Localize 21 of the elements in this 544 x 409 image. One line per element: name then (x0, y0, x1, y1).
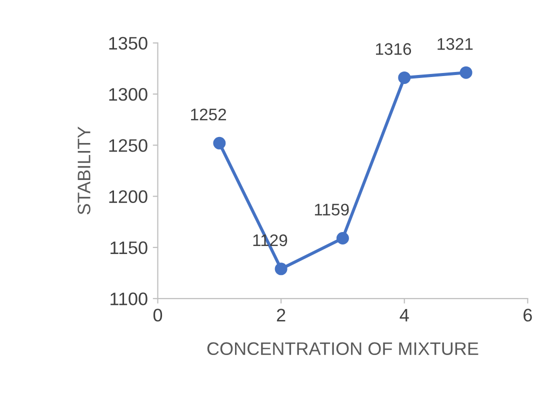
y-tick-label: 1100 (110, 292, 148, 306)
y-tick-label: 1350 (109, 36, 148, 50)
x-tick-label: 4 (400, 308, 409, 322)
y-tick-label: 1150 (110, 241, 148, 254)
point (460, 66, 472, 79)
data-label: 1321 (438, 38, 473, 50)
data-label: 1159 (314, 204, 349, 216)
y-tick-label: 1300 (109, 88, 148, 101)
y-tick-label: 1200 (109, 190, 148, 204)
data-label: 1252 (191, 108, 226, 120)
point (274, 262, 288, 276)
x-tick-label: 6 (524, 308, 532, 322)
point (398, 71, 411, 84)
x-tick-label: 0 (153, 308, 162, 322)
point (336, 232, 349, 244)
point (213, 136, 226, 150)
data-label: 1316 (376, 43, 412, 55)
y-tick-label: 1250 (109, 139, 148, 152)
y-axis-title: STABILITY (78, 126, 90, 214)
x-tick-label: 2 (276, 308, 286, 322)
x-axis-title: CONCENTRATION OF MIXTURE (207, 342, 478, 356)
